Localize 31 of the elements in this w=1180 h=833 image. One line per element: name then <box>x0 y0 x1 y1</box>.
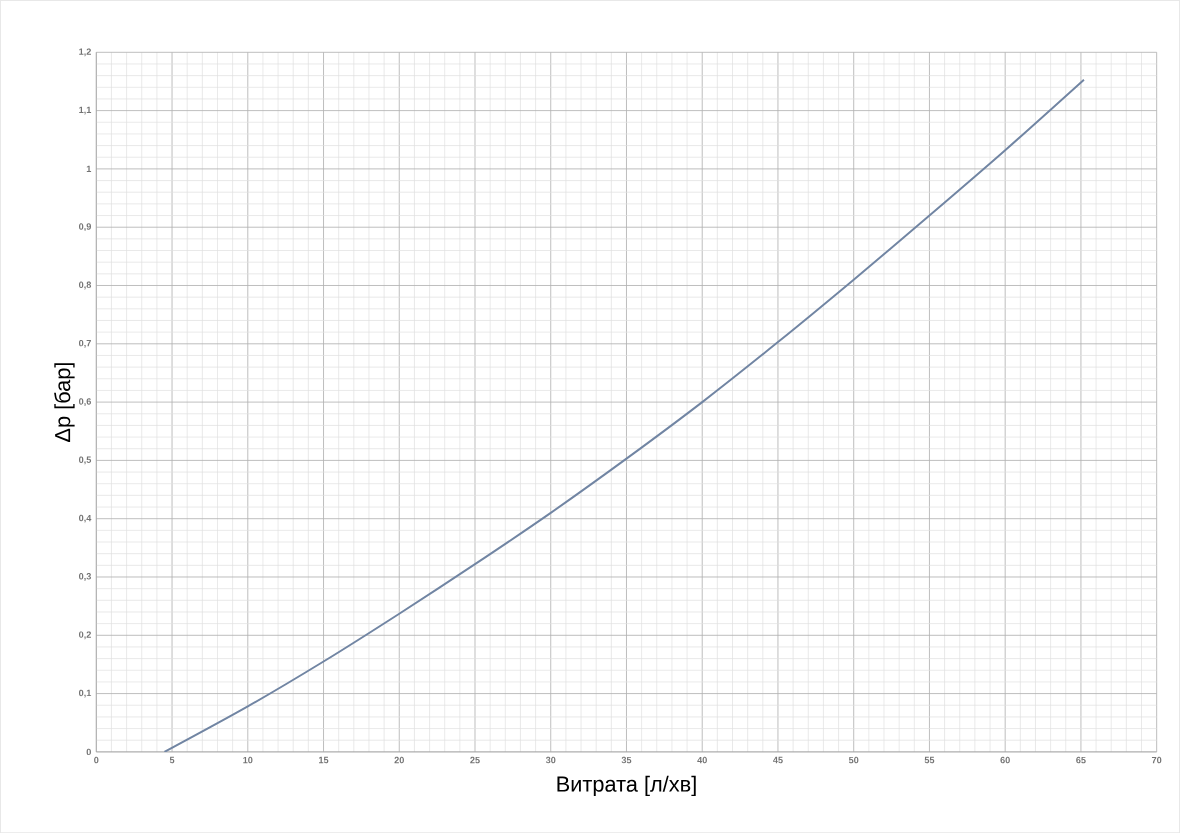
x-tick-label: 25 <box>470 756 480 764</box>
y-tick-label: 0,1 <box>78 689 92 698</box>
x-tick-label: 60 <box>1000 756 1010 764</box>
x-tick-label: 45 <box>773 756 783 764</box>
y-tick-label: 0,4 <box>78 514 92 523</box>
y-tick-label: 0 <box>86 748 91 756</box>
x-tick-label: 5 <box>169 756 175 764</box>
y-tick-label: 0,5 <box>78 456 92 465</box>
line-series <box>163 78 1085 752</box>
y-tick-label: 1,1 <box>79 106 92 115</box>
y-tick-label: 0,7 <box>78 339 91 348</box>
x-tick-label: 40 <box>697 756 707 764</box>
x-tick-label: 15 <box>319 756 329 764</box>
y-tick-label: 0,9 <box>78 223 91 231</box>
y-tick-label: 1 <box>86 165 92 172</box>
x-tick-label: 35 <box>621 756 632 764</box>
x-tick-label: 70 <box>1151 756 1162 764</box>
x-tick-label: 55 <box>924 756 935 764</box>
y-axis-title: Δp [бар] <box>54 363 75 442</box>
y-tick-label: 0,3 <box>78 573 91 581</box>
y-tick-label: 0,2 <box>78 631 91 640</box>
y-tick-label: 0,8 <box>78 281 92 290</box>
x-tick-label: 0 <box>94 756 99 764</box>
y-tick-label: 1,2 <box>79 48 91 57</box>
x-axis-title: Витрата [л/хв] <box>557 775 696 796</box>
x-tick-label: 20 <box>394 756 404 764</box>
x-tick-label: 30 <box>545 756 556 764</box>
x-tick-label: 50 <box>848 756 859 764</box>
y-tick-label: 0,6 <box>78 398 91 406</box>
x-tick-label: 65 <box>1076 756 1086 764</box>
x-tick-label: 10 <box>243 756 253 764</box>
